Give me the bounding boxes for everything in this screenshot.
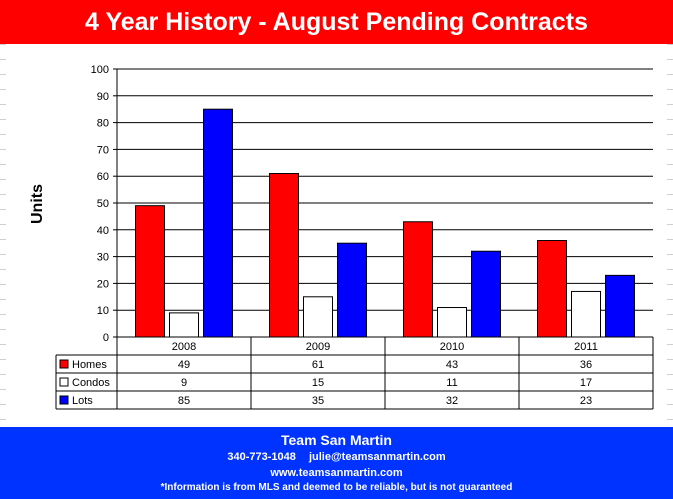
y-tick-label: 70 xyxy=(97,144,109,156)
legend-key-lots xyxy=(59,395,69,405)
y-axis-label: Units xyxy=(29,184,46,224)
data-value: 35 xyxy=(312,395,324,407)
data-value: 43 xyxy=(446,359,458,371)
footer-email: julie@teamsanmartin.com xyxy=(308,451,446,463)
footer-phone: 340-773-1048 xyxy=(227,451,296,463)
data-value: 32 xyxy=(446,395,458,407)
legend-key-condos xyxy=(59,377,69,387)
category-label: 2010 xyxy=(440,341,464,353)
category-label: 2008 xyxy=(172,341,196,353)
data-value: 11 xyxy=(446,377,457,389)
y-tick-label: 10 xyxy=(97,305,109,317)
data-table: 2008 2009 2010 2011 Homes 49 61 43 36 Condos 9 15 11… xyxy=(55,336,654,410)
data-value: 15 xyxy=(312,377,324,389)
bar-lots xyxy=(605,274,635,338)
footer-website: www.teamsanmartin.com xyxy=(270,467,403,479)
data-value: 49 xyxy=(178,359,190,371)
bar-homes xyxy=(537,240,567,338)
bar-lots xyxy=(337,242,367,338)
category-label: 2011 xyxy=(574,341,598,353)
chart-title: 4 Year History - August Pending Contract… xyxy=(85,8,588,36)
bar-condos xyxy=(169,312,199,338)
bar-homes xyxy=(135,205,165,338)
bar-homes xyxy=(403,221,433,338)
chart-area: 0 10 20 30 40 50 60 70 80 90 100 2008 2009 2010 2011 H… xyxy=(0,44,673,427)
legend-label: Lots xyxy=(72,395,93,407)
bar-lots xyxy=(471,250,501,338)
data-value: 61 xyxy=(312,359,324,371)
chart-svg: 0 10 20 30 40 50 60 70 80 90 100 2008 2009 2010 2011 H… xyxy=(29,64,654,410)
bar-condos xyxy=(303,296,333,338)
footer-brand: Team San Martin xyxy=(281,432,392,448)
y-tick-label: 30 xyxy=(97,252,109,264)
data-value: 36 xyxy=(580,359,592,371)
y-tick-label: 80 xyxy=(97,118,109,130)
y-tick-label: 60 xyxy=(97,171,109,183)
bar-homes xyxy=(269,173,299,338)
legend-key-homes xyxy=(59,359,69,369)
bar-lots xyxy=(203,108,233,338)
y-tick-label: 20 xyxy=(97,278,109,290)
y-tick-label: 100 xyxy=(91,64,109,76)
bar-condos xyxy=(571,290,601,338)
data-value: 9 xyxy=(181,377,187,389)
legend-label: Homes xyxy=(72,359,107,371)
footer-contact: 340-773-1048 julie@teamsanmartin.com xyxy=(0,449,673,465)
footer: Team San Martin 340-773-1048 julie@teams… xyxy=(0,427,673,499)
y-tick-label: 50 xyxy=(97,198,109,210)
category-label: 2009 xyxy=(306,341,330,353)
chart-title-bar: 4 Year History - August Pending Contract… xyxy=(0,0,673,44)
right-ruler xyxy=(667,44,673,427)
data-value: 23 xyxy=(580,395,592,407)
y-axis: 0 10 20 30 40 50 60 70 80 90 100 xyxy=(91,64,118,344)
left-ruler xyxy=(0,44,6,427)
data-value: 17 xyxy=(580,377,592,389)
y-tick-label: 0 xyxy=(103,332,109,344)
y-tick-label: 40 xyxy=(97,225,109,237)
bar-condos xyxy=(437,307,467,338)
footer-disclaimer: *Information is from MLS and deemed to b… xyxy=(160,482,513,493)
legend-label: Condos xyxy=(72,377,110,389)
bars xyxy=(135,108,635,338)
data-value: 85 xyxy=(178,395,190,407)
y-tick-label: 90 xyxy=(97,91,109,103)
